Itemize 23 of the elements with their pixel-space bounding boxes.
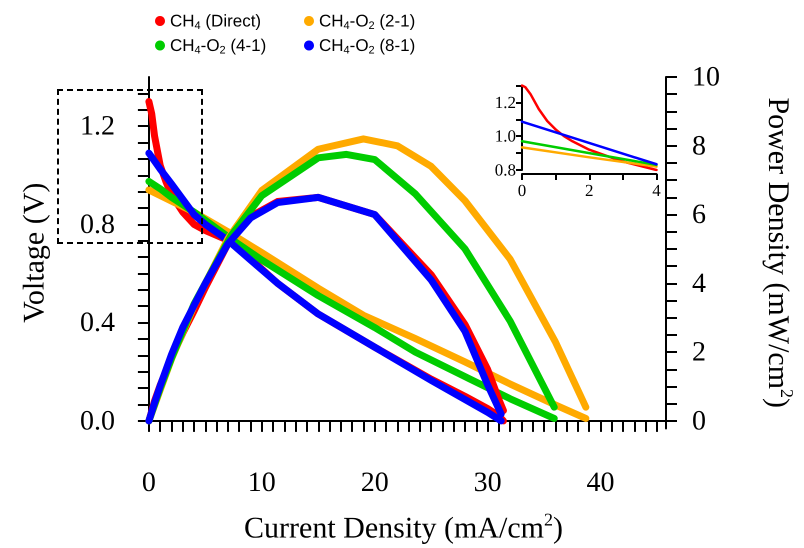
x-tick-label: 40 (586, 467, 615, 498)
y-tick-label: 0.8 (494, 160, 516, 180)
y2-tick-label: 10 (692, 62, 720, 92)
x-tick-label: 0 (518, 181, 526, 200)
y-tick-label: 0.8 (80, 208, 115, 240)
x-tick-label: 4 (652, 181, 662, 200)
y-tick-label: 0.0 (80, 405, 115, 436)
y2-axis-title: Power Density (mW/cm2) (762, 97, 797, 408)
y-tick-label: 1.2 (494, 92, 516, 112)
y2-tick-label: 4 (692, 268, 706, 299)
y2-tick-label: 8 (692, 130, 706, 162)
y2-tick-label: 0 (692, 405, 706, 436)
x-tick-label: 10 (248, 467, 276, 498)
x-tick-label: 20 (360, 467, 389, 498)
y2-tick-label: 2 (692, 336, 706, 368)
x-tick-label: 2 (585, 181, 594, 200)
y2-tick-label: 6 (692, 199, 706, 230)
y-axis-title: Voltage (V) (18, 182, 50, 323)
y-tick-label: 1.0 (494, 126, 516, 146)
x-tick-label: 30 (474, 467, 502, 498)
y-tick-label: 1.2 (80, 110, 115, 142)
y-tick-label: 0.4 (80, 307, 115, 338)
x-tick-label: 0 (142, 467, 156, 498)
